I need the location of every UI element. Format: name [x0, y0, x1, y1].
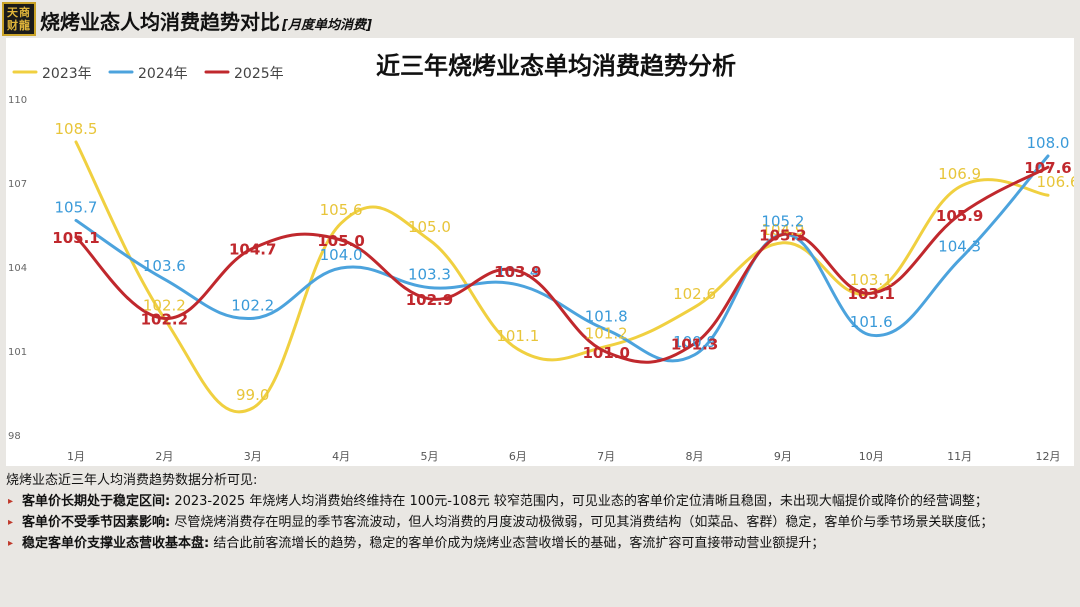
data-label: 104.9 [761, 221, 804, 239]
data-label: 105.6 [320, 201, 363, 219]
x-tick-label: 2月 [155, 450, 173, 463]
series-line [74, 165, 1050, 364]
x-tick-label: 10月 [859, 450, 884, 463]
data-label: 101.8 [585, 308, 628, 326]
analysis-section: 烧烤业态近三年人均消费趋势数据分析可见: ▸ 客单价长期处于稳定区间: 2023… [6, 470, 1074, 554]
data-label: 103.9 [494, 263, 541, 281]
data-label: 105.7 [55, 198, 98, 216]
data-label: 105.1 [52, 229, 99, 247]
data-label: 108.0 [1027, 134, 1070, 152]
data-label: 101.2 [585, 324, 628, 342]
data-label: 106.6 [1037, 173, 1074, 191]
line-chart: 近三年烧烤业态单均消费趋势分析 2023年 2024年 2025年 98 101 104 10… [8, 52, 1074, 463]
page-header: 烧烤业态人均消费趋势对比 [月度单均消费] [40, 6, 372, 36]
data-label: 103.6 [143, 257, 186, 275]
data-label: 104.3 [938, 238, 981, 256]
data-label: 104.0 [320, 246, 363, 264]
data-label: 105.0 [317, 232, 364, 250]
logo-line-2: 财龍 [7, 19, 31, 32]
series-line [74, 154, 1050, 363]
brand-logo: 天商 财龍 [2, 2, 36, 36]
analysis-item-heading: 稳定客单价支撑业态营收基本盘: [22, 536, 210, 551]
bullet-icon: ▸ [8, 517, 14, 528]
analysis-item-text: 结合此前客流增长的趋势，稳定的客单价成为烧烤业态营收增长的基础，客流扩容可直接带… [213, 536, 825, 551]
x-tick-label: 8月 [686, 450, 704, 463]
data-label: 101.0 [582, 344, 629, 362]
x-tick-label: 5月 [420, 450, 438, 463]
chart-card: 近三年烧烤业态单均消费趋势分析 2023年 2024年 2025年 98 101 104 10… [6, 38, 1074, 466]
x-tick-label: 12月 [1036, 450, 1061, 463]
data-label: 103.4 [496, 263, 539, 281]
data-label: 102.2 [231, 296, 274, 314]
y-tick-label: 98 [8, 431, 21, 442]
x-tick-label: 4月 [332, 450, 350, 463]
page-subtitle: [月度单均消费] [282, 18, 372, 33]
data-label: 108.5 [55, 120, 98, 138]
bullet-icon: ▸ [8, 538, 14, 549]
y-tick-label: 104 [8, 263, 27, 274]
analysis-intro: 烧烤业态近三年人均消费趋势数据分析可见: [6, 473, 258, 488]
data-label: 102.2 [141, 310, 188, 328]
analysis-item-text: 尽管烧烤消费存在明显的季节客流波动，但人均消费的月度波动极微弱，可见其消费结构（… [174, 515, 994, 530]
bullet-icon: ▸ [8, 496, 14, 507]
x-tick-label: 1月 [67, 450, 85, 463]
data-label: 106.9 [938, 165, 981, 183]
x-tick-label: 9月 [774, 450, 792, 463]
data-label: 105.9 [936, 207, 983, 225]
data-label: 105.2 [761, 212, 804, 230]
page-title: 烧烤业态人均消费趋势对比 [40, 10, 280, 34]
legend-label: 2024年 [138, 66, 188, 82]
data-label: 101.6 [850, 313, 893, 331]
data-label: 105.0 [408, 218, 451, 236]
logo-line-1: 天商 [7, 6, 31, 19]
x-tick-label: 3月 [244, 450, 262, 463]
data-label: 102.2 [143, 296, 186, 314]
data-label: 103.1 [850, 271, 893, 289]
data-label: 102.6 [673, 285, 716, 303]
analysis-item: ▸ 客单价不受季节因素影响: 尽管烧烤消费存在明显的季节客流波动，但人均消费的月… [6, 512, 1074, 533]
analysis-item: ▸ 客单价长期处于稳定区间: 2023-2025 年烧烤人均消费始终维持在 10… [6, 491, 1074, 512]
analysis-item-heading: 客单价长期处于稳定区间: [22, 494, 171, 509]
analysis-item: ▸ 稳定客单价支撑业态营收基本盘: 结合此前客流增长的趋势，稳定的客单价成为烧烤… [6, 533, 1074, 554]
analysis-item-text: 2023-2025 年烧烤人均消费始终维持在 100元-108元 较窄范围内，可… [174, 494, 988, 509]
data-label: 99.0 [236, 386, 269, 404]
legend-label: 2023年 [42, 66, 92, 82]
y-tick-label: 101 [8, 347, 27, 358]
x-tick-label: 11月 [947, 450, 972, 463]
data-label: 102.9 [406, 291, 453, 309]
data-label: 104.7 [229, 240, 276, 258]
data-label: 101.1 [496, 327, 539, 345]
data-label: 100.9 [673, 333, 716, 351]
y-tick-label: 107 [8, 179, 27, 190]
legend-label: 2025年 [234, 66, 284, 82]
chart-title: 近三年烧烤业态单均消费趋势分析 [376, 52, 736, 80]
x-tick-label: 6月 [509, 450, 527, 463]
analysis-item-heading: 客单价不受季节因素影响: [22, 515, 171, 530]
data-label: 107.6 [1024, 159, 1071, 177]
data-label: 105.2 [759, 226, 806, 244]
data-label: 101.3 [671, 336, 718, 354]
x-tick-label: 7月 [597, 450, 615, 463]
data-label: 103.3 [408, 266, 451, 284]
data-label: 103.1 [848, 285, 895, 303]
y-tick-label: 110 [8, 95, 27, 106]
